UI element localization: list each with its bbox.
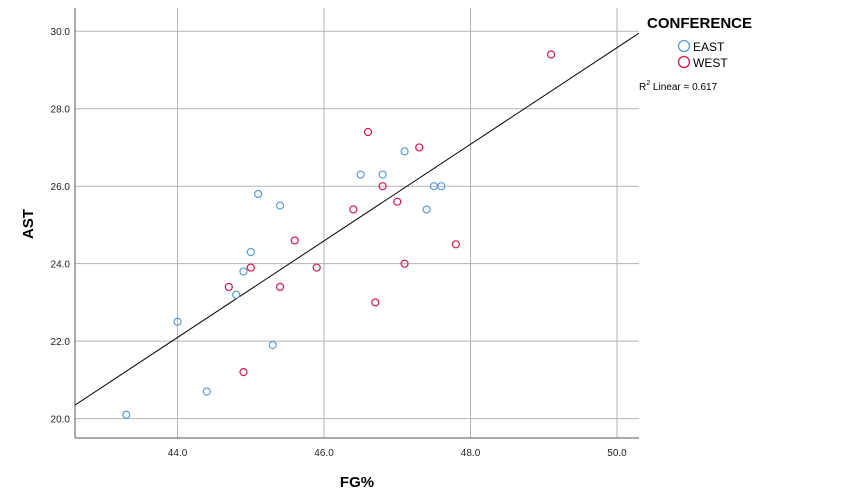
y-tick-label: 20.0 (51, 415, 71, 426)
legend-marker-east (677, 39, 691, 53)
y-tick-label: 26.0 (51, 182, 71, 193)
data-point-east (122, 410, 131, 419)
data-point-west (224, 282, 233, 292)
data-point-west (275, 282, 285, 292)
legend: CONFERENCE EAST WEST R2 Linear = 0.617 (639, 15, 752, 93)
data-point-west (312, 263, 321, 272)
data-point-east (422, 205, 431, 214)
legend-marker-west (677, 55, 691, 69)
data-point-east (202, 387, 211, 396)
fit-line-group (75, 32, 639, 406)
r2-superscript: 2 (646, 80, 650, 87)
legend-label-west: WEST (693, 56, 728, 70)
grid-lines (75, 8, 639, 438)
data-point-west (415, 143, 424, 152)
data-point-east (268, 340, 277, 350)
y-axis-title: AST (20, 209, 37, 239)
r2-suffix: Linear = 0.617 (650, 82, 717, 93)
legend-label-east: EAST (693, 40, 725, 54)
data-point-west (451, 240, 460, 249)
x-tick-label: 46.0 (314, 448, 334, 459)
data-point-east (400, 147, 409, 156)
y-tick-label: 24.0 (51, 260, 71, 271)
data-point-west (239, 368, 248, 377)
legend-title: CONFERENCE (647, 15, 752, 32)
data-point-west (363, 127, 373, 137)
data-point-east (275, 201, 285, 210)
x-axis-title: FG% (340, 474, 374, 491)
data-point-east (437, 182, 446, 191)
data-point-west (371, 298, 380, 307)
data-point-west (378, 182, 387, 191)
x-tick-label: 50.0 (607, 448, 627, 459)
y-tick-label: 30.0 (51, 27, 71, 38)
data-points (122, 50, 556, 419)
tick-labels: 44.0 46.0 48.0 50.0 20.0 22.0 24.0 26.0 28.0 30.0 (51, 27, 628, 459)
data-point-west (349, 205, 358, 214)
data-point-east (173, 317, 182, 326)
data-point-east (246, 247, 255, 257)
data-point-west (547, 50, 556, 59)
data-point-east (254, 189, 263, 199)
data-point-west (246, 263, 255, 272)
data-point-east (239, 267, 248, 276)
data-point-east (378, 170, 387, 179)
data-point-west (290, 236, 299, 245)
x-tick-label: 48.0 (461, 448, 481, 459)
data-point-west (400, 259, 409, 268)
r2-prefix: R (639, 82, 646, 93)
data-point-east (232, 290, 241, 299)
data-point-west (393, 197, 402, 206)
y-tick-label: 22.0 (51, 337, 71, 348)
y-tick-label: 28.0 (51, 105, 71, 116)
data-point-east (356, 170, 365, 179)
fit-line (75, 32, 639, 406)
axes (74, 8, 639, 439)
x-tick-label: 44.0 (168, 448, 188, 459)
r2-label: R2 Linear = 0.617 (639, 80, 718, 93)
